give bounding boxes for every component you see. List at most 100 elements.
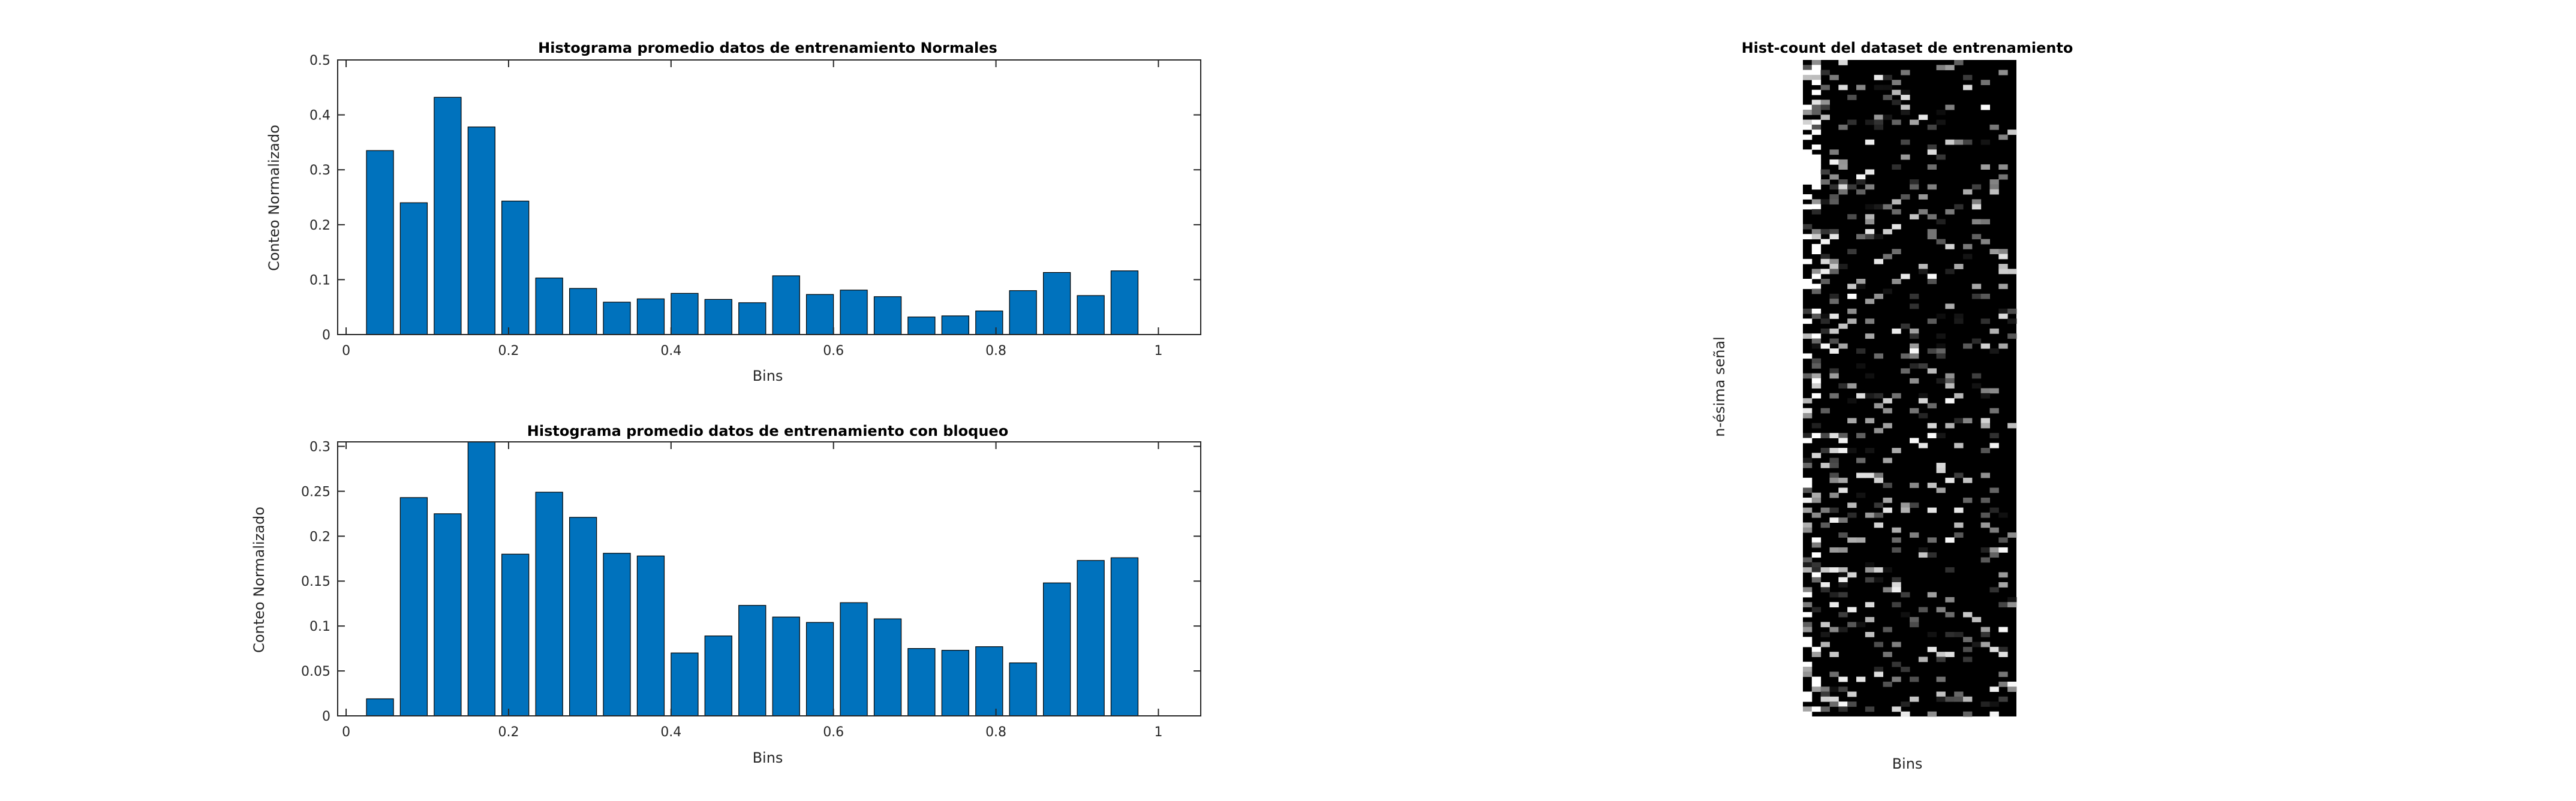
- heatmap-cell: [1910, 502, 1919, 508]
- heatmap-cell: [1820, 328, 1830, 334]
- heatmap-cell: [1954, 532, 1964, 538]
- axes-frame: [337, 59, 1201, 335]
- heatmap-cell: [1927, 348, 1937, 354]
- heatmap-cell: [1811, 498, 1821, 503]
- heatmap-cell: [1910, 532, 1919, 538]
- heatmap-cell: [1901, 711, 1910, 717]
- heatmap-cell: [1892, 706, 1901, 712]
- bar: [399, 497, 428, 716]
- heatmap-cell: [1811, 100, 1821, 106]
- heatmap-cell: [1838, 676, 1848, 682]
- heatmap-cell: [1989, 184, 1999, 190]
- heatmap-cell: [1820, 696, 1830, 702]
- heatmap-cell: [1980, 547, 1990, 553]
- x-tick-label: 0.4: [660, 725, 681, 740]
- heatmap-cell: [1874, 258, 1883, 264]
- y-tick-label: 0.3: [309, 163, 330, 178]
- axes-frame: [337, 441, 1201, 716]
- x-axis-label: Bins: [753, 368, 783, 384]
- heatmap-cell: [1829, 477, 1839, 483]
- heatmap-cell: [1820, 179, 1830, 185]
- heatmap-cell: [1901, 273, 1910, 279]
- heatmap-cell: [1803, 149, 1812, 155]
- heatmap-cell: [1874, 119, 1883, 125]
- heatmap-cell: [1847, 318, 1857, 324]
- heatmap-cell: [1820, 169, 1830, 175]
- heatmap-cell: [1803, 567, 1812, 573]
- heatmap-cell: [1927, 273, 1937, 279]
- heatmap-cell: [1918, 547, 1928, 553]
- heatmap-cell: [1998, 537, 2008, 543]
- heatmap-cell: [1847, 512, 1857, 518]
- heatmap-cell: [1883, 507, 1892, 513]
- heatmap-cell: [1954, 204, 1964, 210]
- heatmap-cell: [1901, 194, 1910, 200]
- heatmap-cell: [1803, 527, 1812, 533]
- y-tick-label: 0.1: [309, 273, 330, 288]
- heatmap-cell: [1954, 418, 1964, 424]
- heatmap-cell: [1838, 184, 1848, 190]
- y-axis-label: Conteo Normalizado: [266, 125, 282, 271]
- heatmap-cell: [1811, 562, 1821, 568]
- x-tick-label: 1: [1154, 725, 1162, 740]
- heatmap-cell: [1927, 229, 1937, 234]
- heatmap-cell: [1874, 427, 1883, 433]
- heatmap-cell: [1989, 124, 1999, 130]
- heatmap-cell: [1998, 284, 2008, 290]
- bar: [434, 97, 462, 335]
- heatmap-cell: [1803, 438, 1812, 444]
- heatmap-cell: [1829, 299, 1839, 304]
- chart-histcount-heatmap: Hist-count del dataset de entrenamiento …: [1711, 40, 2073, 772]
- heatmap-cell: [1989, 189, 1999, 195]
- heatmap-cell: [1856, 284, 1866, 290]
- heatmap-cell: [1910, 483, 1919, 488]
- heatmap-cell: [1910, 676, 1919, 682]
- heatmap-cell: [1945, 303, 1955, 309]
- heatmap-cell: [1910, 343, 1919, 349]
- heatmap-cell: [1811, 284, 1821, 290]
- heatmap-cell: [1927, 631, 1937, 637]
- heatmap-cell: [1829, 174, 1839, 180]
- heatmap-cell: [1811, 378, 1821, 384]
- heatmap-cell: [1910, 184, 1919, 190]
- heatmap-cell: [1838, 264, 1848, 269]
- bar: [1009, 662, 1037, 716]
- heatmap-cell: [1918, 442, 1928, 448]
- heatmap-cell: [1811, 249, 1821, 255]
- heatmap-cell: [1874, 393, 1883, 399]
- heatmap-cell: [1803, 557, 1812, 563]
- heatmap-cell: [1971, 383, 1982, 389]
- heatmap-cell: [1811, 537, 1821, 543]
- heatmap-cell: [1892, 547, 1901, 553]
- bar: [1009, 290, 1037, 335]
- heatmap-cell: [1811, 433, 1821, 438]
- heatmap-cell: [1918, 194, 1928, 200]
- heatmap-cell: [1971, 284, 1982, 290]
- heatmap-cell: [1883, 115, 1892, 121]
- heatmap-cell: [1820, 254, 1830, 260]
- heatmap-cell: [1856, 363, 1866, 369]
- heatmap-cell: [1820, 100, 1830, 106]
- heatmap-cell: [1874, 512, 1883, 518]
- heatmap-cell: [1847, 448, 1857, 453]
- heatmap-cell: [1927, 214, 1937, 219]
- x-tick-label: 0.6: [823, 344, 844, 359]
- heatmap-cell: [1954, 442, 1964, 448]
- heatmap-cell: [1980, 164, 1990, 170]
- heatmap-cell: [1829, 671, 1839, 677]
- heatmap-cell: [1927, 144, 1937, 150]
- heatmap-cell: [1989, 547, 1999, 553]
- heatmap-cell: [1803, 169, 1812, 175]
- heatmap-cell: [1820, 199, 1830, 205]
- heatmap-cell: [1811, 164, 1821, 170]
- heatmap-cell: [1820, 258, 1830, 264]
- heatmap-cell: [1820, 567, 1830, 573]
- heatmap-cell: [1838, 706, 1848, 712]
- heatmap-cell: [1989, 408, 1999, 414]
- heatmap-cell: [1811, 308, 1821, 314]
- heatmap-cell: [1829, 686, 1839, 692]
- bar-series: [366, 441, 1139, 716]
- heatmap-cell: [1945, 104, 1955, 110]
- heatmap-cell: [1936, 462, 1946, 468]
- heatmap-cell: [1811, 681, 1821, 687]
